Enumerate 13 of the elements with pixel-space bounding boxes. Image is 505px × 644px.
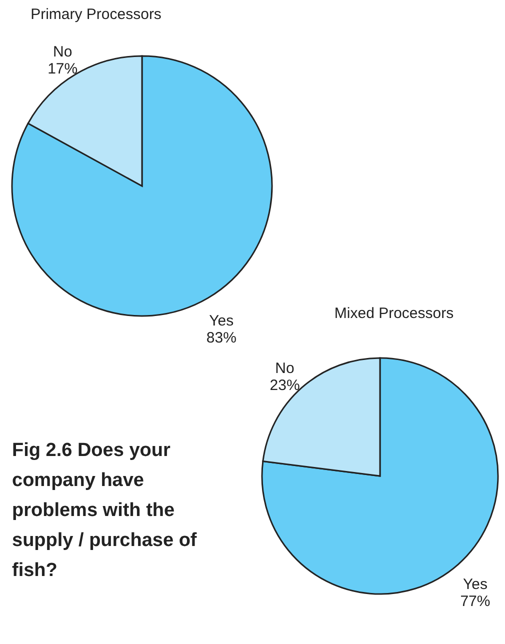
slice-label: No — [52, 44, 72, 61]
data-label: 17% — [48, 60, 78, 78]
caption: Fig 2.6 Does your company have problems with the supply / purchase of fish? — [12, 439, 198, 583]
data-label: 23% — [270, 376, 300, 394]
chart-title: Mixed Processors — [334, 305, 454, 322]
slice-label: No — [275, 360, 294, 377]
slice-label: Yes — [209, 312, 234, 330]
chart-title: Primary Processors — [30, 6, 162, 23]
data-label: 77% — [460, 593, 490, 610]
pie-slice — [261, 357, 499, 595]
data-label: 83% — [206, 329, 236, 346]
slice-label: Yes — [462, 576, 488, 594]
pie-slice — [11, 55, 273, 317]
